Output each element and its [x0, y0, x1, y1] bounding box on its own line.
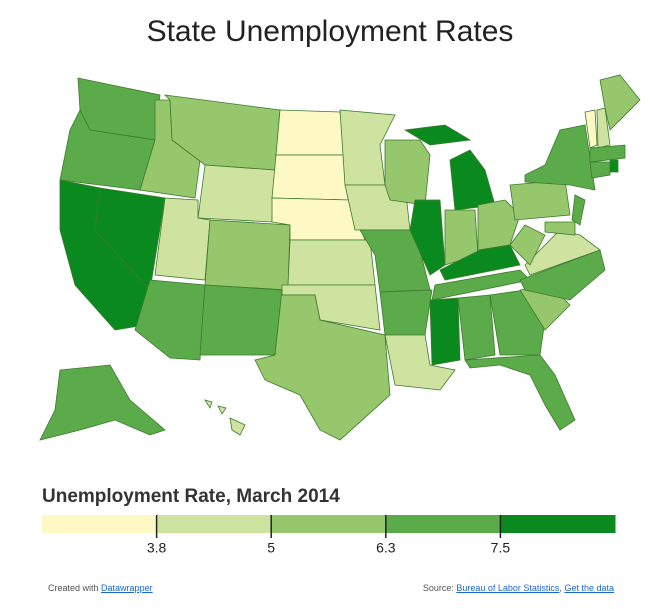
source-link[interactable]: Bureau of Labor Statistics	[456, 583, 560, 593]
state	[379, 289, 433, 336]
source: Source: Bureau of Labor Statistics, Get …	[423, 583, 614, 593]
state	[524, 124, 596, 191]
data-link[interactable]: Get the data	[564, 583, 614, 593]
state	[609, 159, 619, 173]
state	[409, 199, 446, 276]
state	[439, 244, 521, 281]
legend-swatch	[156, 515, 272, 533]
state	[271, 154, 351, 201]
state	[584, 109, 598, 149]
legend-swatch	[500, 515, 616, 533]
state	[589, 161, 611, 179]
state	[275, 109, 346, 156]
state	[589, 144, 626, 163]
state	[457, 294, 496, 361]
state	[204, 219, 291, 291]
state	[199, 284, 283, 356]
legend-tick-label: 6.3	[376, 540, 396, 556]
state	[599, 74, 641, 131]
state	[204, 399, 213, 409]
legend-swatch	[271, 515, 387, 533]
legend-tick-label: 3.8	[147, 540, 167, 556]
legend-tick-label: 5	[267, 540, 275, 556]
state	[197, 164, 276, 223]
state	[229, 417, 246, 436]
state	[339, 109, 396, 186]
state	[509, 224, 546, 266]
state	[524, 229, 601, 276]
state	[384, 334, 456, 391]
state	[464, 354, 576, 431]
state	[509, 179, 571, 221]
state	[596, 107, 611, 149]
state	[403, 124, 472, 146]
state	[287, 239, 376, 286]
state	[449, 149, 496, 211]
credit: Created with Datawrapper	[48, 583, 153, 593]
legend-swatch	[385, 515, 501, 533]
map: State Unemployment Rates Unemployment Ra…	[39, 15, 641, 556]
source-label: Source:	[422, 583, 454, 593]
state	[217, 405, 227, 415]
legend-title: Unemployment Rate, March 2014	[42, 486, 340, 507]
state	[384, 139, 431, 206]
state	[134, 279, 206, 361]
state	[544, 221, 576, 236]
state	[254, 289, 391, 441]
legend-tick-label: 7.5	[491, 540, 511, 556]
separator: ,	[559, 583, 562, 593]
state	[571, 194, 586, 226]
state	[477, 199, 521, 251]
credit-link[interactable]: Datawrapper	[101, 583, 153, 593]
state	[429, 297, 461, 366]
legend-swatch	[42, 515, 158, 533]
credit-text: Created with	[48, 583, 99, 593]
state	[39, 364, 166, 441]
title: State Unemployment Rates	[147, 15, 514, 48]
